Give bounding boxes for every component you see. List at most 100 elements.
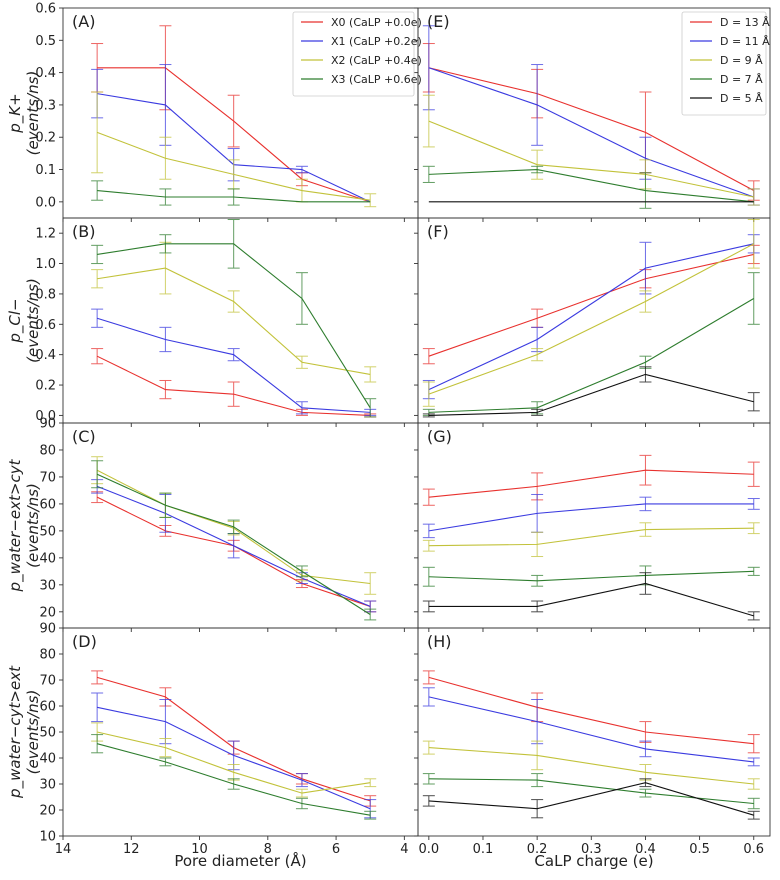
- error-bar: [159, 379, 172, 400]
- panel-a: 0.0 0.1 0.2 0.3 0.4 0.5 0.6 (A): [35, 2, 419, 222]
- legend-entry: X1 (CaLP +0.2e): [331, 35, 422, 48]
- x-tick-label: 12: [123, 842, 140, 857]
- error-bar: [227, 188, 240, 206]
- series-line: [428, 527, 754, 547]
- error-bar: [295, 565, 308, 578]
- series-line: [428, 67, 754, 198]
- series-3: [91, 460, 377, 621]
- series-3: [422, 773, 760, 810]
- series-0: [422, 670, 760, 754]
- error-bar: [639, 366, 652, 383]
- error-bar: [747, 810, 760, 820]
- error-bar: [227, 159, 240, 190]
- y-tick-label: 50: [39, 726, 56, 741]
- y-tick-label: 60: [39, 700, 56, 715]
- x-tick-label: 0.6: [743, 842, 764, 857]
- series-line: [428, 570, 754, 582]
- error-bar: [227, 219, 240, 269]
- y-tick-label: 20: [39, 605, 56, 620]
- series-1: [91, 692, 377, 819]
- series-1: [91, 479, 377, 613]
- error-bar: [227, 290, 240, 313]
- error-bar: [295, 797, 308, 810]
- panel-e: (E): [414, 7, 771, 222]
- error-bar: [227, 519, 240, 535]
- error-bar: [531, 531, 544, 558]
- error-bar: [747, 461, 760, 487]
- y-axis-label-line2: (events/ns): [24, 278, 42, 363]
- error-bar: [422, 670, 435, 685]
- x-tick-label: 0.3: [581, 842, 602, 857]
- panel-label: (B): [72, 222, 95, 241]
- error-bar: [531, 773, 544, 788]
- error-bar: [91, 460, 104, 489]
- error-bar: [422, 566, 435, 587]
- y-tick-label: 40: [39, 752, 56, 767]
- series-line: [428, 782, 754, 816]
- error-bar: [531, 600, 544, 613]
- error-bar: [531, 149, 544, 180]
- error-bar: [747, 757, 760, 767]
- legend-entry: X2 (CaLP +0.4e): [331, 54, 422, 67]
- series-3: [422, 565, 760, 587]
- error-bar: [422, 740, 435, 755]
- error-bar: [422, 413, 435, 418]
- error-bar: [422, 687, 435, 707]
- y-axis-label-line2: (events/ns): [24, 483, 42, 568]
- y-tick-label: 0.2: [35, 379, 56, 394]
- error-bar: [159, 64, 172, 146]
- series-line: [428, 243, 754, 391]
- x-tick-label: 10: [191, 842, 208, 857]
- series-3: [91, 734, 377, 820]
- error-bar: [422, 523, 435, 539]
- error-bar: [422, 165, 435, 183]
- y-tick-label: 0.4: [35, 66, 56, 81]
- error-bar: [639, 496, 652, 512]
- error-bar: [364, 608, 377, 621]
- x-tick-label: 6: [332, 842, 340, 857]
- error-bar: [227, 94, 240, 148]
- y-axis-label-line2: (events/ns): [24, 690, 42, 775]
- y-tick-label: 70: [39, 674, 56, 689]
- series-1: [422, 493, 760, 539]
- error-bar: [639, 572, 652, 595]
- y-axis-label-line1: p_water−ext>cyt: [6, 458, 25, 592]
- error-bar: [747, 522, 760, 535]
- error-bar: [91, 91, 104, 174]
- error-bar: [422, 773, 435, 785]
- error-bar: [159, 234, 172, 254]
- y-tick-label: 0.2: [35, 131, 56, 146]
- series-line: [428, 67, 755, 192]
- series-4: [422, 778, 760, 820]
- legend-right: D = 13 Å D = 11 Å D = 9 Å D = 7 Å D = 5 Å: [681, 11, 770, 116]
- error-bar: [159, 738, 172, 758]
- error-bar: [295, 355, 308, 369]
- error-bar: [295, 401, 308, 415]
- series-2: [422, 740, 760, 790]
- error-bar: [227, 778, 240, 790]
- y-tick-label: 0.6: [35, 318, 56, 333]
- error-bar: [364, 572, 377, 595]
- error-bar: [159, 326, 172, 353]
- error-bar: [531, 308, 544, 328]
- error-bar: [364, 398, 377, 418]
- error-bar: [91, 308, 104, 328]
- series-3: [422, 272, 760, 416]
- panel-b: 0.0 0.2 0.4 0.6 0.8 1.0 1.2 (B): [35, 217, 419, 427]
- series-line: [428, 469, 754, 498]
- series-2: [91, 722, 377, 798]
- y-axis-label-line1: p_Cl−: [6, 298, 25, 343]
- error-bar: [747, 498, 760, 510]
- y-tick-label: 90: [39, 417, 56, 432]
- error-bar: [531, 408, 544, 416]
- panel-f: (F): [414, 217, 771, 427]
- panel-d: 10 20 30 40 50 60 70 80 90 14 12 10 8 6 4 (D): [39, 622, 419, 857]
- series-line: [428, 373, 754, 416]
- error-bar: [639, 241, 652, 295]
- y-axis-label-line1: p_water−cyt>ext: [6, 665, 25, 799]
- y-tick-label: 20: [39, 804, 56, 819]
- series-line: [428, 253, 754, 357]
- error-bar: [747, 219, 760, 269]
